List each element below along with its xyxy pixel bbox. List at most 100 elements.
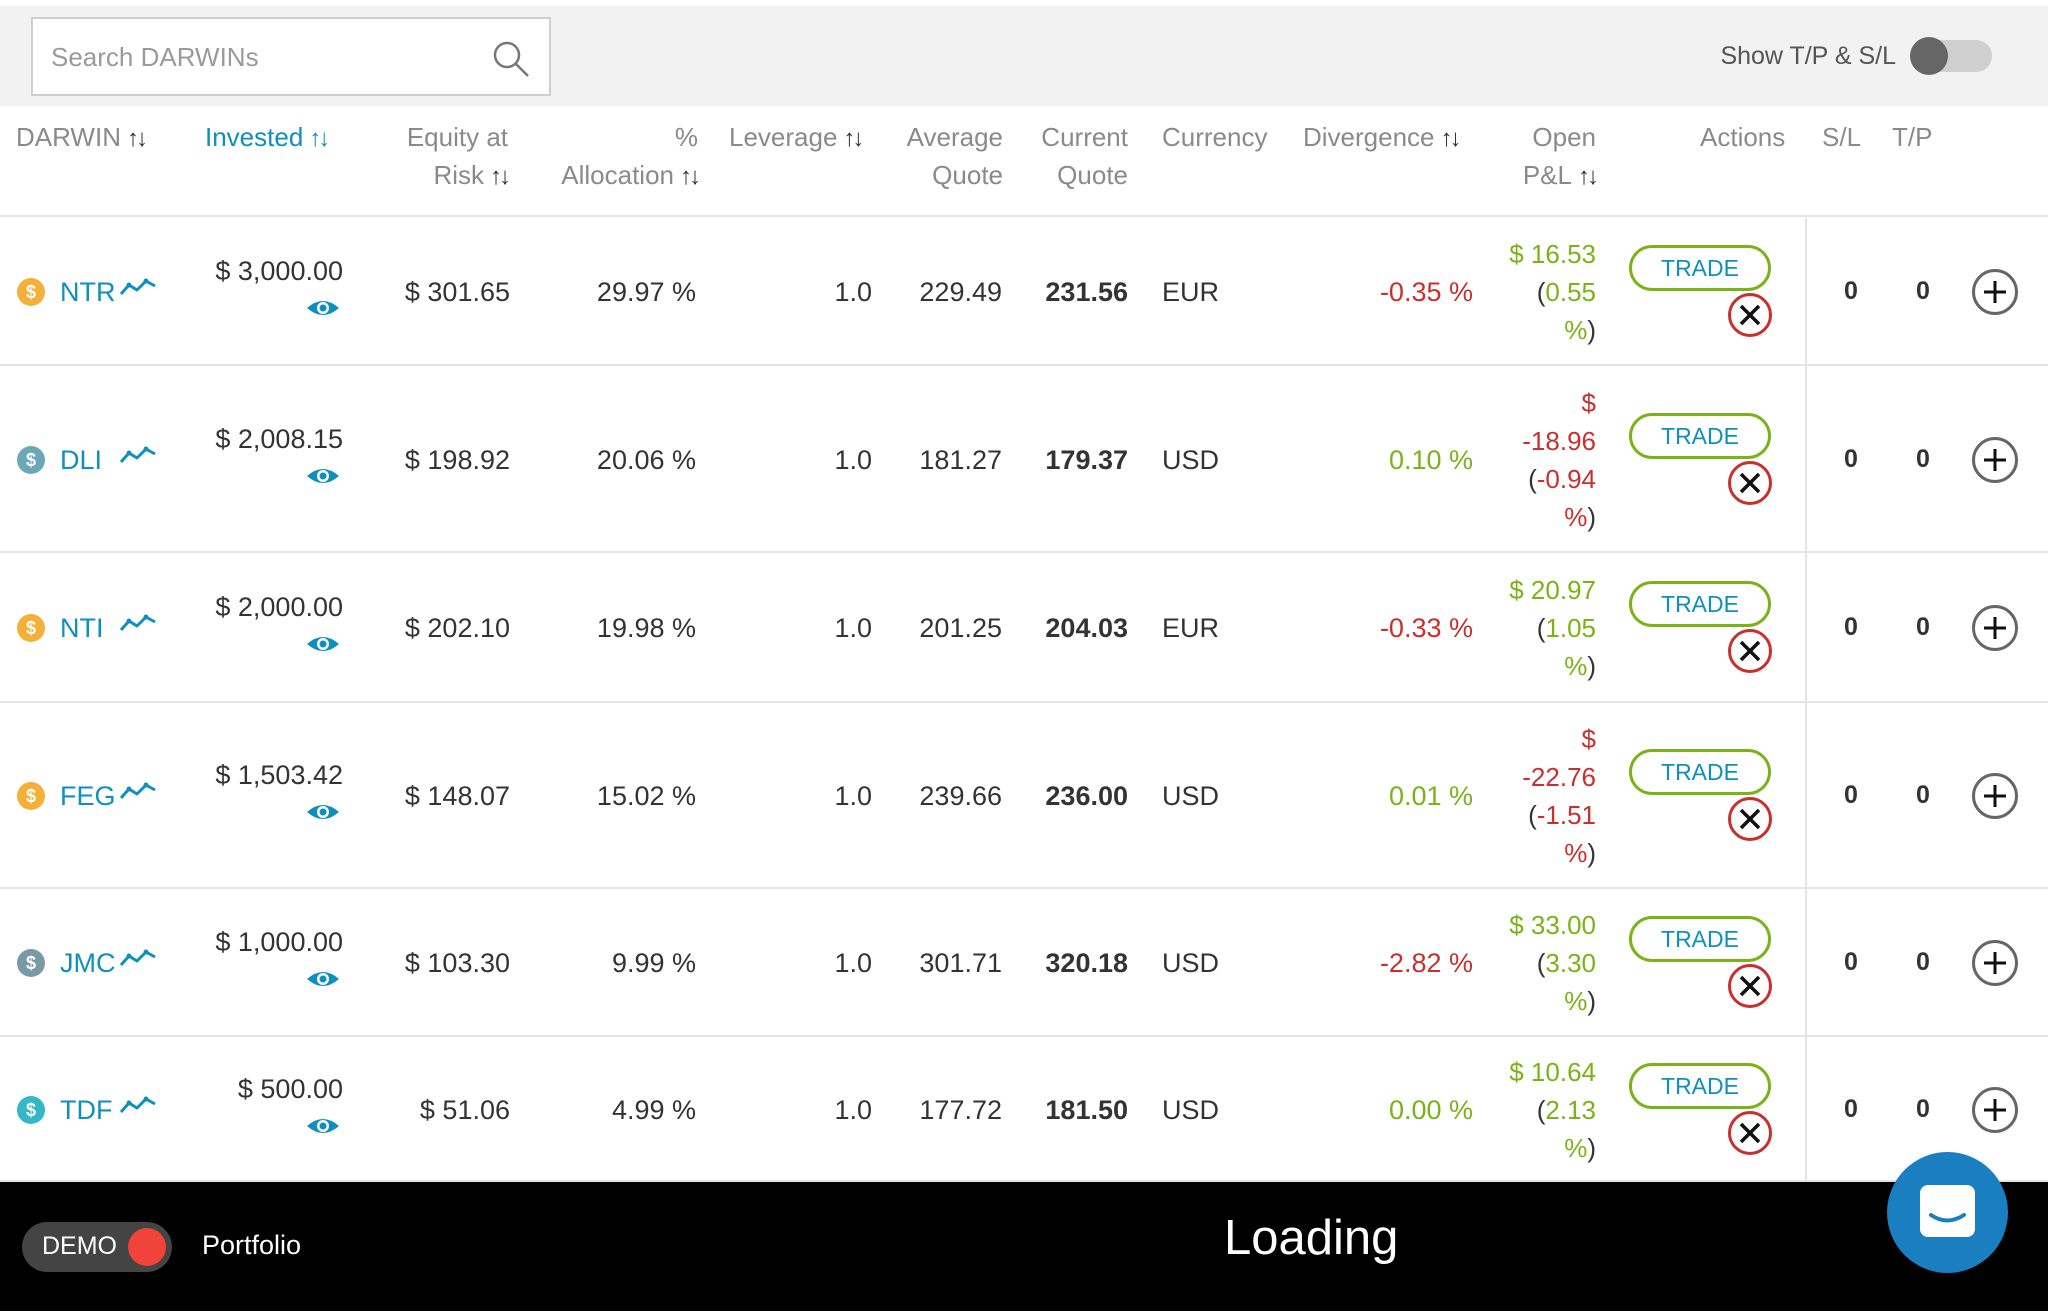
row-separator bbox=[1805, 218, 1807, 366]
col-divergence-label: Divergence bbox=[1303, 122, 1435, 152]
invested-amount: $ 1,503.42 bbox=[215, 760, 343, 790]
darwin-name-link[interactable]: FEG bbox=[60, 781, 116, 811]
divergence-value: 0.10 % bbox=[1388, 444, 1473, 475]
trade-button[interactable]: TRADE bbox=[1629, 749, 1771, 795]
col-equity-label-2: Risk bbox=[433, 160, 484, 190]
col-alloc-label-2: Allocation bbox=[561, 160, 674, 190]
currency-code: USD bbox=[1162, 781, 1220, 811]
sparkline-icon[interactable] bbox=[119, 444, 157, 466]
sort-icon[interactable]: ↑↓ bbox=[843, 125, 864, 152]
leverage-value: 1.0 bbox=[834, 613, 872, 643]
equity-at-risk: $ 148.07 bbox=[404, 781, 510, 811]
open-pnl-line: $ 33.00 bbox=[1509, 910, 1596, 940]
add-tpsl-button[interactable] bbox=[1972, 436, 2018, 483]
trade-button[interactable]: TRADE bbox=[1629, 412, 1771, 459]
close-position-button[interactable] bbox=[1728, 1110, 1772, 1155]
darwin-name-link[interactable]: JMC bbox=[60, 948, 116, 978]
sort-icon[interactable]: ↑↓ bbox=[680, 163, 701, 190]
toggle-knob bbox=[1910, 37, 1948, 75]
sort-icon[interactable]: ↑↓ bbox=[309, 125, 330, 152]
darwin-name-link[interactable]: TDF bbox=[60, 1094, 113, 1125]
col-actions: Actions bbox=[1700, 118, 1785, 156]
add-tpsl-button[interactable] bbox=[1972, 269, 2018, 315]
open-pnl: $ 16.53 (0.55%) bbox=[1476, 235, 1596, 349]
open-pnl-line: (1.05 bbox=[1536, 613, 1596, 643]
add-tpsl-button[interactable] bbox=[1972, 1086, 2018, 1133]
average-quote: 201.25 bbox=[919, 613, 1002, 643]
col-open-pnl[interactable]: Open P&L ↑↓ bbox=[1480, 118, 1599, 196]
close-position-button[interactable] bbox=[1728, 797, 1772, 841]
close-position-button[interactable] bbox=[1728, 293, 1772, 337]
col-darwin[interactable]: DARWIN ↑↓ bbox=[16, 118, 148, 158]
take-profit-value: 0 bbox=[1916, 781, 1930, 809]
trade-button[interactable]: TRADE bbox=[1629, 245, 1771, 291]
open-pnl-line: %) bbox=[1564, 651, 1596, 681]
eye-icon[interactable] bbox=[305, 801, 341, 823]
take-profit-value: 0 bbox=[1916, 948, 1930, 976]
add-tpsl-button[interactable] bbox=[1972, 605, 2018, 651]
trade-button[interactable]: TRADE bbox=[1629, 581, 1771, 627]
demo-toggle[interactable]: DEMO bbox=[22, 1222, 172, 1272]
chat-launcher-button[interactable] bbox=[1887, 1152, 2008, 1273]
eye-icon[interactable] bbox=[305, 968, 341, 990]
portfolio-link[interactable]: Portfolio bbox=[202, 1230, 302, 1260]
add-tpsl-button[interactable] bbox=[1972, 940, 2018, 986]
add-tpsl-button[interactable] bbox=[1972, 773, 2018, 819]
col-allocation[interactable]: % Allocation ↑↓ bbox=[530, 118, 701, 196]
darwin-name-link[interactable]: DLI bbox=[60, 444, 103, 475]
demo-label: DEMO bbox=[42, 1232, 117, 1260]
col-current-quote: Current Quote bbox=[1010, 118, 1128, 194]
close-position-button[interactable] bbox=[1728, 964, 1772, 1008]
close-icon bbox=[1739, 304, 1761, 326]
sparkline-icon[interactable] bbox=[119, 947, 157, 969]
top-toolbar: Show T/P & S/L bbox=[0, 6, 2048, 106]
eye-icon[interactable] bbox=[305, 297, 341, 319]
equity-at-risk: $ 202.10 bbox=[404, 613, 510, 643]
currency-code: USD bbox=[1162, 1094, 1220, 1125]
search-icon[interactable] bbox=[491, 39, 531, 79]
close-icon bbox=[1739, 640, 1761, 662]
search-input[interactable] bbox=[51, 37, 491, 77]
darwin-name-link[interactable]: NTI bbox=[60, 613, 104, 643]
col-tp-label: T/P bbox=[1892, 122, 1933, 152]
close-position-button[interactable] bbox=[1728, 629, 1772, 673]
coin-icon: $ bbox=[17, 278, 45, 306]
open-pnl-line: $ 16.53 bbox=[1509, 239, 1596, 269]
col-leverage[interactable]: Leverage ↑↓ bbox=[729, 118, 864, 158]
equity-at-risk: $ 103.30 bbox=[404, 948, 510, 978]
currency-code: EUR bbox=[1162, 613, 1220, 643]
sort-icon[interactable]: ↑↓ bbox=[1578, 163, 1599, 190]
sort-icon[interactable]: ↑↓ bbox=[490, 163, 511, 190]
show-tpsl-toggle[interactable] bbox=[1910, 37, 1992, 75]
search-box[interactable] bbox=[31, 17, 551, 96]
eye-icon[interactable] bbox=[305, 465, 341, 487]
sparkline-icon[interactable] bbox=[119, 780, 157, 802]
sparkline-icon[interactable] bbox=[119, 1094, 157, 1116]
trade-button[interactable]: TRADE bbox=[1629, 1062, 1771, 1109]
sparkline-icon[interactable] bbox=[119, 276, 157, 298]
stop-loss-value: 0 bbox=[1844, 444, 1858, 473]
sort-icon[interactable]: ↑↓ bbox=[126, 125, 148, 152]
col-divergence[interactable]: Divergence ↑↓ bbox=[1303, 118, 1462, 158]
currency-code: EUR bbox=[1162, 277, 1220, 307]
sort-icon[interactable]: ↑↓ bbox=[1440, 125, 1462, 152]
stop-loss-value: 0 bbox=[1844, 613, 1858, 641]
eye-icon[interactable] bbox=[305, 1115, 341, 1137]
darwin-name-link[interactable]: NTR bbox=[60, 277, 116, 307]
eye-icon[interactable] bbox=[305, 633, 341, 655]
col-invested[interactable]: Invested ↑↓ bbox=[205, 118, 330, 158]
plus-icon bbox=[1984, 785, 2006, 807]
equity-at-risk: $ 198.92 bbox=[404, 444, 510, 475]
invested-amount: $ 1,000.00 bbox=[215, 927, 343, 957]
sparkline-icon[interactable] bbox=[119, 612, 157, 634]
col-equity-label-1: Equity at bbox=[406, 122, 508, 152]
plus-icon bbox=[1984, 617, 2006, 639]
close-position-button[interactable] bbox=[1728, 460, 1772, 505]
trade-button[interactable]: TRADE bbox=[1629, 916, 1771, 962]
current-quote: 179.37 bbox=[1045, 444, 1128, 475]
col-equity-at-risk[interactable]: Equity at Risk ↑↓ bbox=[380, 118, 511, 196]
coin-icon: $ bbox=[17, 949, 45, 977]
col-pnl-label-2: P&L bbox=[1522, 160, 1572, 190]
invested-amount: $ 3,000.00 bbox=[215, 256, 343, 286]
open-pnl-line: (-1.51 bbox=[1528, 800, 1596, 830]
